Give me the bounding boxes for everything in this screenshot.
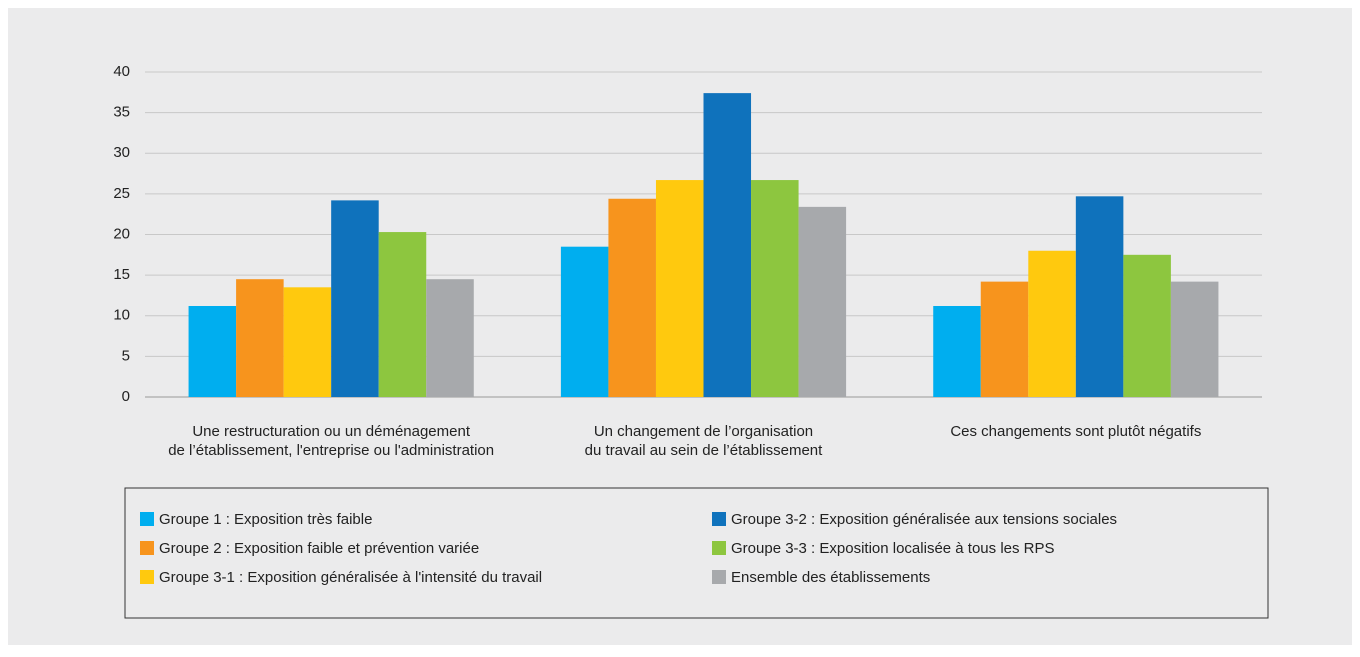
y-tick-label: 20 xyxy=(113,225,130,242)
legend-swatch xyxy=(712,512,726,526)
bar xyxy=(426,279,474,397)
bar xyxy=(933,306,981,397)
bar xyxy=(655,180,704,397)
bar xyxy=(980,281,1029,397)
y-tick-label: 40 xyxy=(113,63,130,80)
bar xyxy=(188,306,237,397)
bar xyxy=(608,198,656,397)
legend-label: Groupe 2 : Exposition faible et préventi… xyxy=(159,540,479,557)
y-tick-label: 5 xyxy=(122,347,130,364)
legend-label: Groupe 3-3 : Exposition localisée à tous… xyxy=(731,540,1055,557)
bar xyxy=(378,232,427,397)
bar xyxy=(1170,281,1219,397)
bar xyxy=(560,246,609,397)
legend-label: Groupe 1 : Exposition très faible xyxy=(159,511,372,528)
legend-swatch xyxy=(140,541,154,555)
y-tick-label: 15 xyxy=(113,266,130,283)
y-tick-label: 0 xyxy=(122,388,130,405)
x-tick-label: Une restructuration ou un déménagement xyxy=(192,423,471,440)
legend-swatch xyxy=(712,541,726,555)
legend-box xyxy=(124,487,1269,619)
y-tick-label: 10 xyxy=(113,307,130,324)
bar xyxy=(798,206,847,397)
bar xyxy=(1123,254,1171,397)
x-tick-label: Un changement de l’organisation xyxy=(594,423,813,440)
legend-label: Ensemble des établissements xyxy=(731,569,930,586)
y-tick-label: 35 xyxy=(113,104,130,121)
x-tick-label: Ces changements sont plutôt négatifs xyxy=(950,423,1201,440)
y-tick-label: 30 xyxy=(113,144,130,161)
bar xyxy=(1075,196,1124,397)
legend-swatch xyxy=(140,512,154,526)
bar xyxy=(751,180,799,397)
x-tick-label: du travail au sein de l’établissement xyxy=(585,442,823,459)
y-tick-label: 25 xyxy=(113,185,130,202)
bar xyxy=(283,287,332,397)
legend-label: Groupe 3-2 : Exposition généralisée aux … xyxy=(731,511,1117,528)
bar xyxy=(236,279,284,397)
legend-label: Groupe 3-1 : Exposition généralisée à l'… xyxy=(159,569,542,586)
legend-swatch xyxy=(712,570,726,584)
x-tick-label: de l’établissement, l'entreprise ou l'ad… xyxy=(168,442,494,459)
bar xyxy=(703,93,752,397)
legend-swatch xyxy=(140,570,154,584)
bar xyxy=(331,200,379,397)
bar xyxy=(1028,250,1076,397)
